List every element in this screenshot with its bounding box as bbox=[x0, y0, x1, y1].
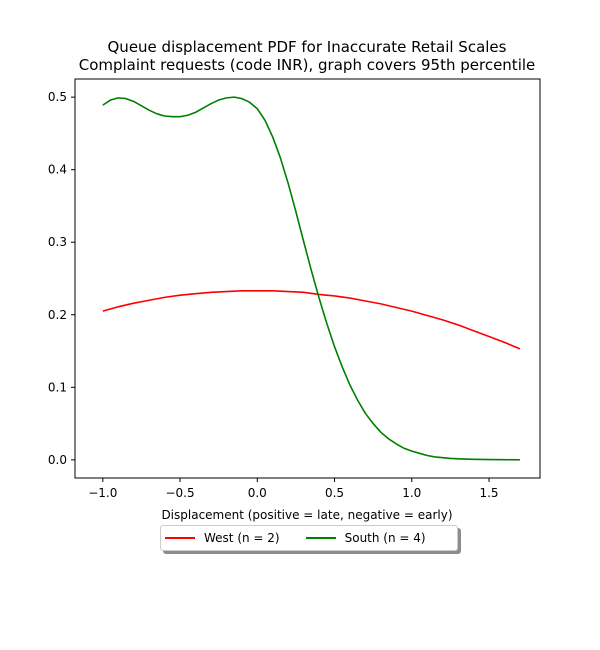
legend-label-south: South (n = 4) bbox=[344, 531, 426, 545]
legend: West (n = 2) South (n = 4) bbox=[160, 525, 458, 551]
x-tick-label: 0.0 bbox=[248, 486, 267, 500]
y-tick-label: 0.0 bbox=[48, 453, 67, 467]
series-line-west bbox=[102, 290, 521, 350]
x-tick-label: 1.5 bbox=[479, 486, 498, 500]
legend-item-south: South (n = 4) bbox=[305, 531, 426, 545]
chart-title: Queue displacement PDF for Inaccurate Re… bbox=[108, 38, 507, 56]
series-line-south bbox=[102, 96, 520, 461]
x-axis-label: Displacement (positive = late, negative … bbox=[161, 508, 452, 522]
x-tick-label: 0.5 bbox=[325, 486, 344, 500]
legend-swatch-west bbox=[165, 537, 195, 539]
legend-swatch-south bbox=[305, 537, 336, 539]
x-tick-label: −0.5 bbox=[165, 486, 194, 500]
y-tick-label: 0.2 bbox=[48, 308, 67, 322]
legend-label-west: West (n = 2) bbox=[204, 531, 280, 545]
y-tick-label: 0.5 bbox=[48, 90, 67, 104]
legend-item-west: West (n = 2) bbox=[165, 531, 280, 545]
y-tick-label: 0.4 bbox=[48, 163, 67, 177]
plot-frame bbox=[74, 78, 541, 479]
chart-subtitle: Complaint requests (code INR), graph cov… bbox=[79, 56, 536, 74]
x-tick-label: 1.0 bbox=[402, 486, 421, 500]
x-tick-label: −1.0 bbox=[88, 486, 117, 500]
y-tick-label: 0.1 bbox=[48, 380, 67, 394]
y-tick-label: 0.3 bbox=[48, 235, 67, 249]
